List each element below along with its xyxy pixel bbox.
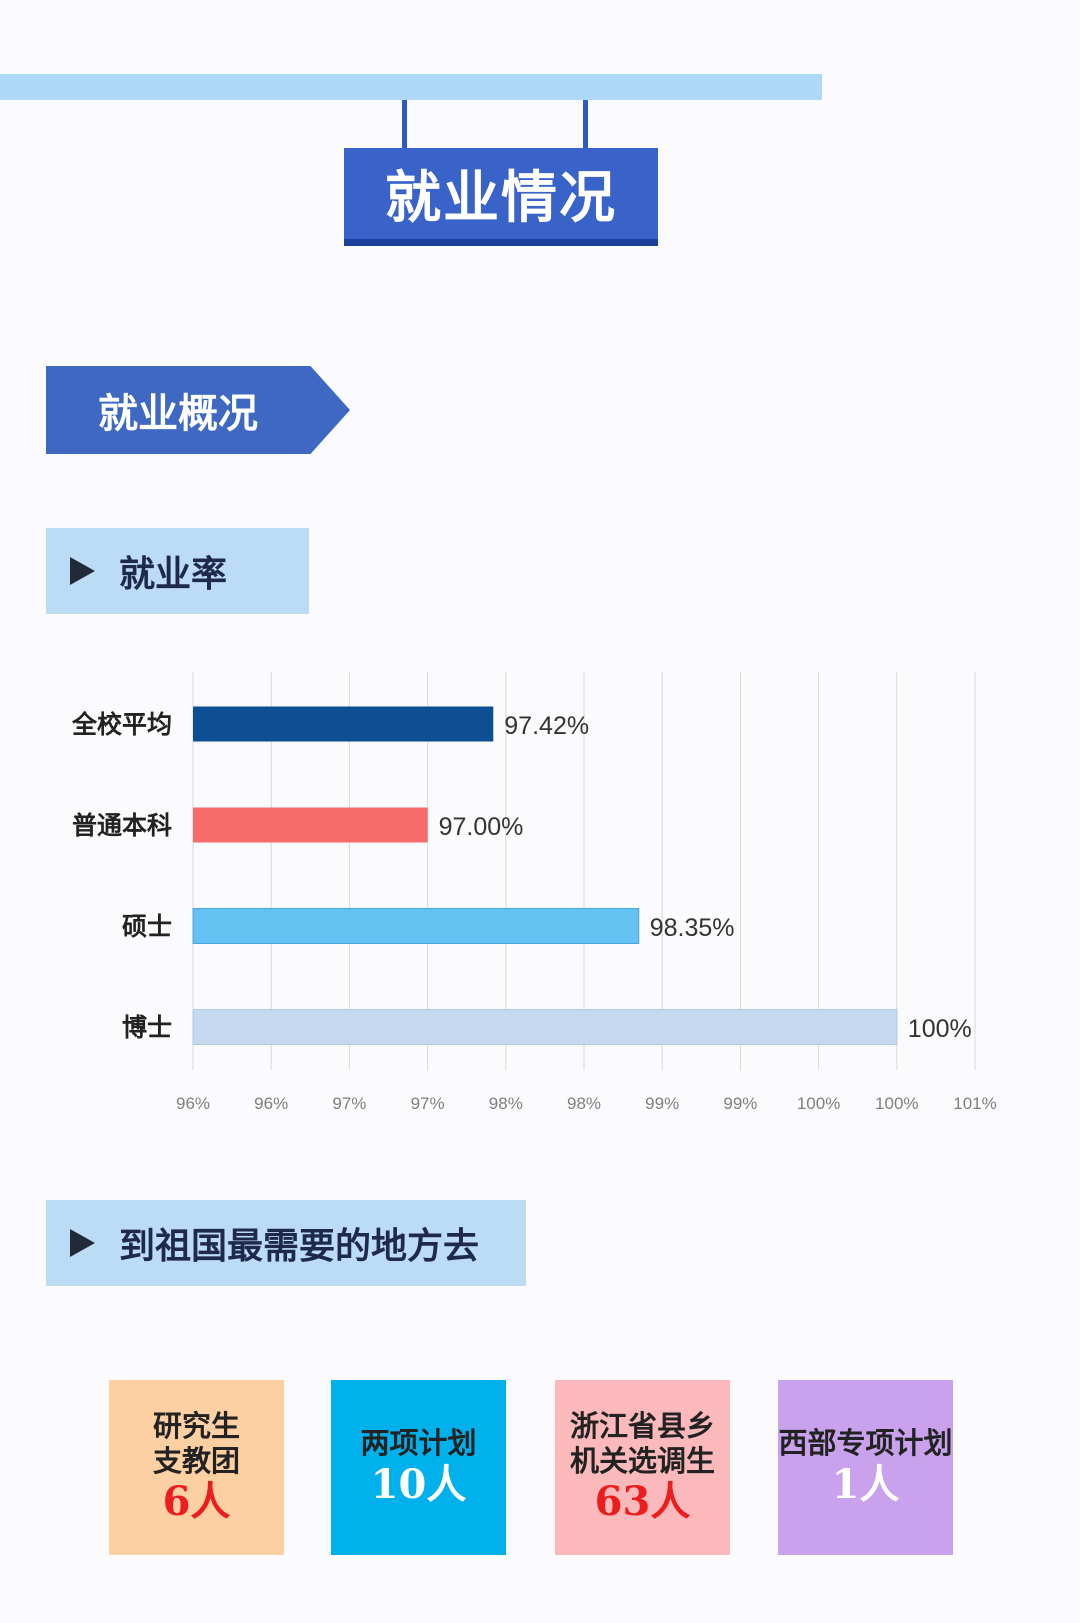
bar bbox=[193, 807, 428, 843]
category-label: 全校平均 bbox=[71, 710, 172, 739]
section-header-label: 就业率 bbox=[119, 553, 228, 595]
x-tick-label: 99% bbox=[723, 1094, 757, 1113]
category-label: 博士 bbox=[122, 1013, 172, 1042]
page-title: 就业情况 bbox=[344, 148, 658, 246]
section-banner: 就业概况 bbox=[46, 366, 350, 454]
stat-card: 研究生 支教团 6人 bbox=[109, 1380, 284, 1555]
stat-card-label: 研究生 bbox=[152, 1408, 240, 1443]
data-label: 100% bbox=[908, 1015, 972, 1043]
bar bbox=[193, 706, 494, 742]
stat-card-label: 机关选调生 bbox=[569, 1443, 715, 1478]
data-label: 98.35% bbox=[650, 914, 735, 942]
x-tick-label: 96% bbox=[176, 1094, 210, 1113]
stat-card: 两项计划 10人 bbox=[331, 1380, 506, 1555]
stat-card-label: 支教团 bbox=[152, 1443, 240, 1478]
x-tick-label: 100% bbox=[875, 1094, 918, 1113]
x-tick-label: 97% bbox=[411, 1094, 445, 1113]
x-tick-label: 100% bbox=[797, 1094, 840, 1113]
top-decor-bar bbox=[0, 74, 822, 100]
x-tick-label: 97% bbox=[332, 1094, 366, 1113]
stat-card-count: 63人 bbox=[594, 1478, 691, 1526]
stat-card-count: 10人 bbox=[370, 1460, 467, 1508]
bar bbox=[192, 908, 640, 944]
play-triangle-icon bbox=[70, 557, 95, 585]
section-header-label: 到祖国最需要的地方去 bbox=[119, 1225, 480, 1267]
stat-card-count: 1人 bbox=[831, 1460, 900, 1508]
x-tick-label: 99% bbox=[645, 1094, 679, 1113]
stat-card-label: 西部专项计划 bbox=[778, 1426, 953, 1461]
data-label: 97.42% bbox=[504, 712, 589, 740]
category-label: 硕士 bbox=[122, 912, 172, 941]
play-triangle-icon bbox=[70, 1229, 95, 1257]
stat-card-label: 浙江省县乡 bbox=[569, 1408, 715, 1443]
bar bbox=[192, 1009, 898, 1045]
stat-card-label: 两项计划 bbox=[360, 1426, 477, 1461]
x-tick-label: 96% bbox=[254, 1094, 288, 1113]
category-label: 普通本科 bbox=[72, 811, 172, 840]
x-tick-label: 98% bbox=[567, 1094, 601, 1113]
x-tick-label: 101% bbox=[953, 1094, 996, 1113]
employment-rate-chart: 96% 96% 97% 97% 98% 98% 99% 99% 100% 100% 101% 全校平均… bbox=[71, 672, 997, 1113]
hanger-left bbox=[402, 100, 407, 150]
data-label: 97.00% bbox=[439, 813, 524, 841]
section-header-rate: 就业率 bbox=[46, 528, 309, 614]
stat-card-count: 6人 bbox=[162, 1478, 231, 1526]
hanger-right bbox=[583, 100, 588, 150]
section-header-west: 到祖国最需要的地方去 bbox=[46, 1200, 526, 1286]
x-tick-label: 98% bbox=[489, 1094, 523, 1113]
stat-card: 浙江省县乡 机关选调生 63人 bbox=[555, 1380, 730, 1555]
stat-card: 西部专项计划 1人 bbox=[778, 1380, 953, 1555]
